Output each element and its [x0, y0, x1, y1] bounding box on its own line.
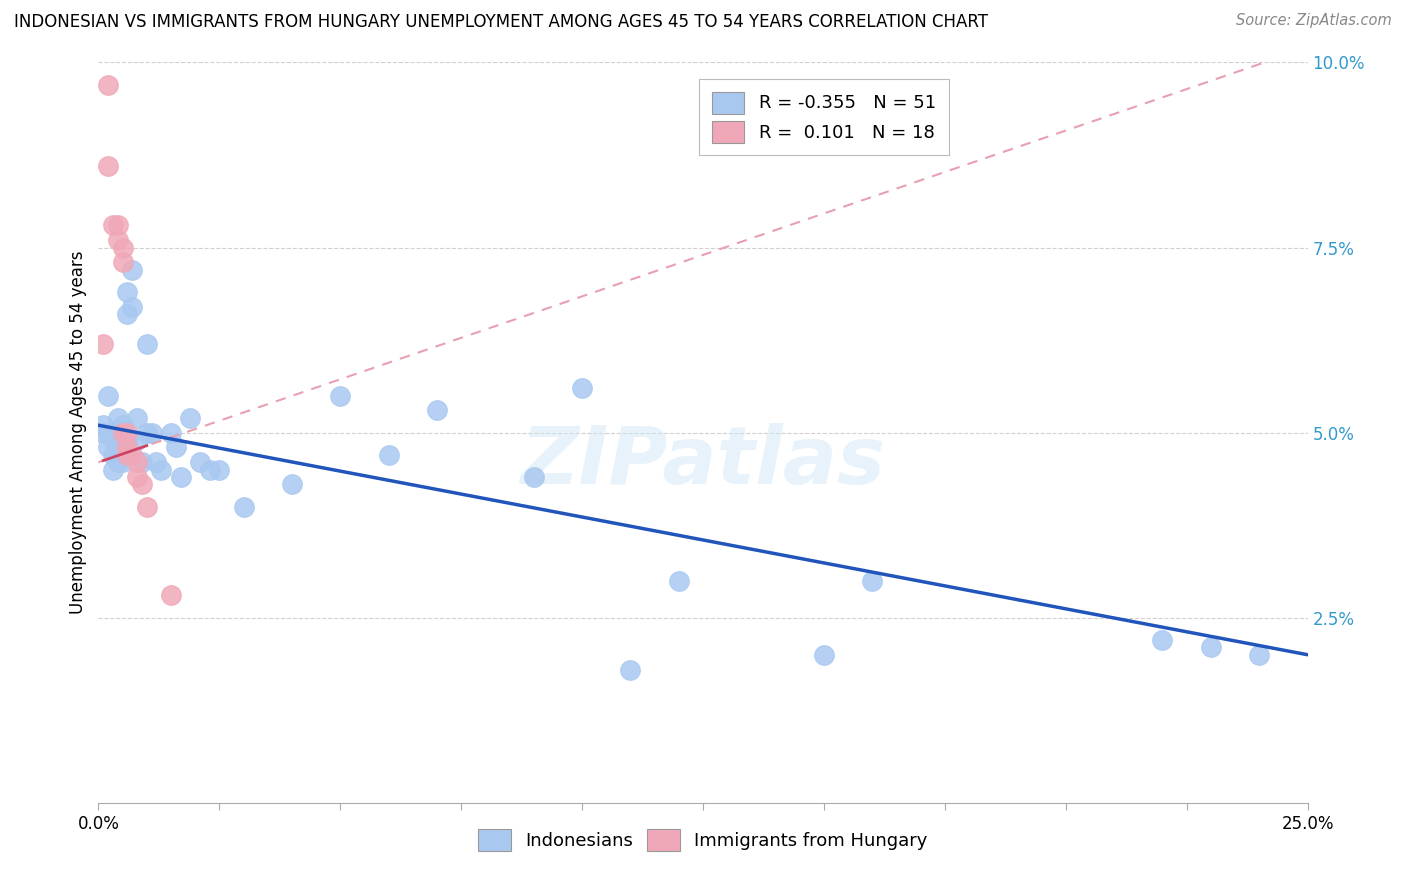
Point	[91, 425, 114, 440]
Point	[91, 336, 114, 351]
Point	[127, 433, 149, 447]
Point	[860, 574, 883, 588]
Point	[145, 455, 167, 469]
Point	[208, 462, 231, 476]
Point	[97, 441, 120, 455]
Point	[117, 433, 139, 447]
Point	[111, 433, 134, 447]
Legend: Indonesians, Immigrants from Hungary: Indonesians, Immigrants from Hungary	[470, 821, 936, 861]
Point	[571, 381, 593, 395]
Y-axis label: Unemployment Among Ages 45 to 54 years: Unemployment Among Ages 45 to 54 years	[69, 251, 87, 615]
Point	[1199, 640, 1222, 655]
Point	[281, 477, 304, 491]
Point	[107, 455, 129, 469]
Point	[198, 462, 221, 476]
Point	[117, 441, 139, 455]
Point	[121, 448, 143, 462]
Point	[127, 455, 149, 469]
Text: INDONESIAN VS IMMIGRANTS FROM HUNGARY UNEMPLOYMENT AMONG AGES 45 TO 54 YEARS COR: INDONESIAN VS IMMIGRANTS FROM HUNGARY UN…	[14, 13, 988, 31]
Point	[135, 425, 157, 440]
Point	[169, 470, 191, 484]
Point	[1249, 648, 1271, 662]
Point	[107, 448, 129, 462]
Point	[111, 418, 134, 433]
Point	[426, 403, 449, 417]
Point	[121, 262, 143, 277]
Point	[131, 455, 153, 469]
Point	[101, 425, 124, 440]
Point	[101, 433, 124, 447]
Point	[165, 441, 187, 455]
Text: ZIPatlas: ZIPatlas	[520, 423, 886, 501]
Point	[91, 418, 114, 433]
Point	[135, 500, 157, 514]
Point	[135, 336, 157, 351]
Point	[668, 574, 690, 588]
Point	[232, 500, 254, 514]
Point	[97, 388, 120, 402]
Point	[111, 255, 134, 269]
Point	[107, 433, 129, 447]
Point	[179, 410, 201, 425]
Point	[111, 448, 134, 462]
Point	[141, 425, 163, 440]
Point	[111, 240, 134, 255]
Point	[107, 410, 129, 425]
Point	[107, 219, 129, 233]
Point	[101, 448, 124, 462]
Point	[111, 425, 134, 440]
Point	[101, 219, 124, 233]
Point	[127, 470, 149, 484]
Point	[97, 159, 120, 173]
Point	[1152, 632, 1174, 647]
Point	[117, 448, 139, 462]
Point	[117, 307, 139, 321]
Point	[523, 470, 546, 484]
Point	[107, 233, 129, 247]
Point	[131, 477, 153, 491]
Point	[97, 78, 120, 92]
Point	[377, 448, 399, 462]
Point	[111, 455, 134, 469]
Point	[329, 388, 352, 402]
Text: Source: ZipAtlas.com: Source: ZipAtlas.com	[1236, 13, 1392, 29]
Point	[121, 300, 143, 314]
Point	[127, 410, 149, 425]
Point	[160, 425, 183, 440]
Point	[813, 648, 835, 662]
Point	[619, 663, 641, 677]
Point	[101, 462, 124, 476]
Point	[117, 425, 139, 440]
Point	[97, 425, 120, 440]
Point	[150, 462, 173, 476]
Point	[117, 285, 139, 299]
Point	[160, 589, 183, 603]
Point	[188, 455, 211, 469]
